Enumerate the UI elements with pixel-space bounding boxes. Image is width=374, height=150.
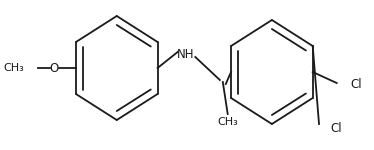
Text: CH₃: CH₃ — [4, 63, 24, 73]
Text: Cl: Cl — [331, 122, 343, 135]
Text: Cl: Cl — [350, 78, 362, 92]
Text: CH₃: CH₃ — [217, 117, 238, 127]
Text: O: O — [49, 61, 59, 75]
Text: NH: NH — [177, 48, 194, 62]
